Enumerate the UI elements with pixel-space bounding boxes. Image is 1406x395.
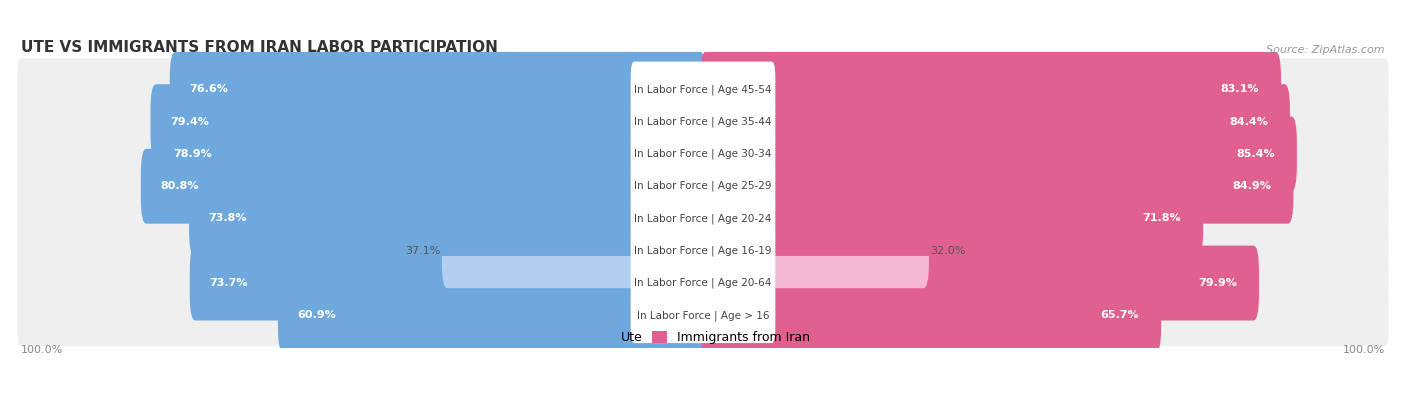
Text: In Labor Force | Age 20-64: In Labor Force | Age 20-64 bbox=[634, 278, 772, 288]
Text: 71.8%: 71.8% bbox=[1143, 213, 1181, 224]
FancyBboxPatch shape bbox=[631, 126, 775, 182]
Text: 37.1%: 37.1% bbox=[405, 246, 440, 256]
FancyBboxPatch shape bbox=[631, 94, 775, 149]
FancyBboxPatch shape bbox=[17, 252, 1389, 314]
Text: In Labor Force | Age 20-24: In Labor Force | Age 20-24 bbox=[634, 213, 772, 224]
FancyBboxPatch shape bbox=[150, 84, 706, 159]
FancyBboxPatch shape bbox=[17, 91, 1389, 152]
Legend: Ute, Immigrants from Iran: Ute, Immigrants from Iran bbox=[596, 331, 810, 344]
FancyBboxPatch shape bbox=[631, 191, 775, 246]
FancyBboxPatch shape bbox=[700, 246, 1258, 320]
Text: 100.0%: 100.0% bbox=[1343, 345, 1385, 355]
Text: 79.9%: 79.9% bbox=[1198, 278, 1237, 288]
FancyBboxPatch shape bbox=[700, 181, 1204, 256]
FancyBboxPatch shape bbox=[170, 52, 706, 127]
FancyBboxPatch shape bbox=[631, 158, 775, 214]
FancyBboxPatch shape bbox=[700, 84, 1289, 159]
FancyBboxPatch shape bbox=[17, 284, 1389, 346]
FancyBboxPatch shape bbox=[278, 278, 706, 353]
Text: 76.6%: 76.6% bbox=[188, 85, 228, 94]
FancyBboxPatch shape bbox=[700, 213, 929, 288]
FancyBboxPatch shape bbox=[441, 213, 706, 288]
Text: In Labor Force | Age 45-54: In Labor Force | Age 45-54 bbox=[634, 84, 772, 95]
Text: 84.4%: 84.4% bbox=[1229, 117, 1268, 127]
Text: In Labor Force | Age 30-34: In Labor Force | Age 30-34 bbox=[634, 149, 772, 159]
FancyBboxPatch shape bbox=[700, 278, 1161, 353]
Text: 83.1%: 83.1% bbox=[1220, 85, 1258, 94]
Text: Source: ZipAtlas.com: Source: ZipAtlas.com bbox=[1267, 45, 1385, 55]
FancyBboxPatch shape bbox=[190, 246, 706, 320]
Text: In Labor Force | Age > 16: In Labor Force | Age > 16 bbox=[637, 310, 769, 321]
FancyBboxPatch shape bbox=[17, 220, 1389, 282]
FancyBboxPatch shape bbox=[631, 62, 775, 117]
Text: 65.7%: 65.7% bbox=[1101, 310, 1139, 320]
FancyBboxPatch shape bbox=[700, 149, 1294, 224]
FancyBboxPatch shape bbox=[631, 223, 775, 278]
Text: 73.8%: 73.8% bbox=[208, 213, 247, 224]
Text: 80.8%: 80.8% bbox=[160, 181, 198, 191]
FancyBboxPatch shape bbox=[631, 255, 775, 311]
Text: In Labor Force | Age 16-19: In Labor Force | Age 16-19 bbox=[634, 246, 772, 256]
Text: 85.4%: 85.4% bbox=[1236, 149, 1275, 159]
FancyBboxPatch shape bbox=[188, 181, 706, 256]
Text: In Labor Force | Age 25-29: In Labor Force | Age 25-29 bbox=[634, 181, 772, 192]
FancyBboxPatch shape bbox=[17, 188, 1389, 250]
FancyBboxPatch shape bbox=[631, 288, 775, 343]
FancyBboxPatch shape bbox=[17, 155, 1389, 217]
Text: 100.0%: 100.0% bbox=[21, 345, 63, 355]
FancyBboxPatch shape bbox=[17, 58, 1389, 120]
FancyBboxPatch shape bbox=[700, 117, 1296, 191]
Text: 32.0%: 32.0% bbox=[931, 246, 966, 256]
Text: 73.7%: 73.7% bbox=[209, 278, 247, 288]
Text: UTE VS IMMIGRANTS FROM IRAN LABOR PARTICIPATION: UTE VS IMMIGRANTS FROM IRAN LABOR PARTIC… bbox=[21, 40, 498, 55]
FancyBboxPatch shape bbox=[700, 52, 1281, 127]
Text: 84.9%: 84.9% bbox=[1233, 181, 1271, 191]
Text: 78.9%: 78.9% bbox=[173, 149, 212, 159]
Text: In Labor Force | Age 35-44: In Labor Force | Age 35-44 bbox=[634, 117, 772, 127]
FancyBboxPatch shape bbox=[141, 149, 706, 224]
Text: 79.4%: 79.4% bbox=[170, 117, 208, 127]
FancyBboxPatch shape bbox=[153, 117, 706, 191]
FancyBboxPatch shape bbox=[17, 123, 1389, 185]
Text: 60.9%: 60.9% bbox=[297, 310, 336, 320]
